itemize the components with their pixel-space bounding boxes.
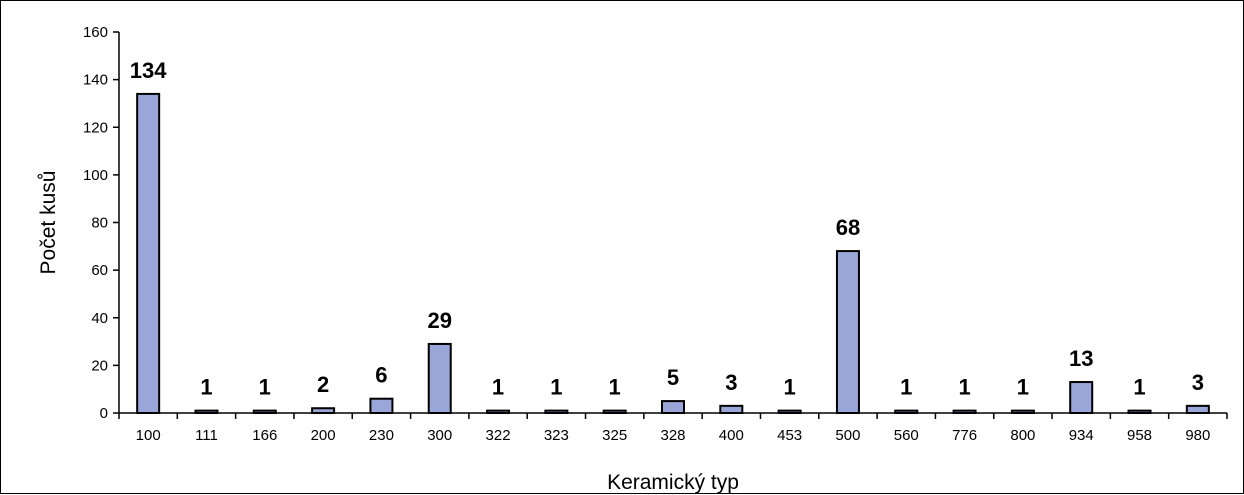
bar-328 xyxy=(661,400,685,414)
bar-300 xyxy=(427,342,452,415)
bar-453 xyxy=(777,409,802,414)
x-tick-label: 500 xyxy=(835,427,860,444)
y-tick-label: 40 xyxy=(91,310,108,327)
data-label: 5 xyxy=(667,365,679,390)
x-tick-label: 980 xyxy=(1185,427,1210,444)
x-tick-label: 100 xyxy=(136,427,161,444)
data-label: 3 xyxy=(725,370,737,395)
x-tick-label: 166 xyxy=(252,427,277,444)
data-label: 3 xyxy=(1192,370,1204,395)
y-axis-ticks: 0 20 40 60 80 100 120 140 160 xyxy=(83,24,119,422)
x-tick-label: 322 xyxy=(486,427,511,444)
bar-111 xyxy=(194,409,219,414)
data-label: 1 xyxy=(259,375,271,400)
bar-166 xyxy=(252,409,277,414)
y-tick-label: 100 xyxy=(83,167,108,184)
x-tick-label: 230 xyxy=(369,427,394,444)
bar-934 xyxy=(1069,381,1094,415)
x-tick-label: 325 xyxy=(602,427,627,444)
bar-322 xyxy=(486,409,511,414)
data-label: 1 xyxy=(900,375,912,400)
data-label: 6 xyxy=(375,363,387,388)
y-tick-label: 60 xyxy=(91,262,108,279)
bar-500 xyxy=(835,250,860,414)
x-tick-label: 776 xyxy=(952,427,977,444)
x-tick-label: 800 xyxy=(1010,427,1035,444)
bar-400 xyxy=(719,404,744,415)
y-tick-label: 160 xyxy=(83,24,108,41)
x-tick-label: 453 xyxy=(777,427,802,444)
x-tick-label: 200 xyxy=(311,427,336,444)
bar-800 xyxy=(1010,409,1035,414)
y-tick-label: 0 xyxy=(100,405,108,422)
y-tick-label: 140 xyxy=(83,72,108,89)
x-tick-label: 300 xyxy=(427,427,452,444)
x-tick-label: 560 xyxy=(894,427,919,444)
x-axis-ticks: 100 111 166 200 230 300 322 323 325 328 400 453 500 5… xyxy=(118,413,1228,444)
data-label: 1 xyxy=(609,375,621,400)
y-tick-label: 120 xyxy=(83,119,108,136)
y-axis-title: Počet kusů xyxy=(37,171,60,275)
data-label: 1 xyxy=(1017,375,1029,400)
bar-980 xyxy=(1185,404,1210,415)
data-label: 134 xyxy=(130,58,167,83)
x-tick-label: 400 xyxy=(719,427,744,444)
bar-958 xyxy=(1127,409,1152,414)
data-label: 1 xyxy=(200,375,212,400)
data-label: 1 xyxy=(550,375,562,400)
bar-325 xyxy=(602,409,627,414)
bar-200 xyxy=(311,407,336,414)
data-label: 29 xyxy=(427,308,451,333)
data-label: 13 xyxy=(1069,346,1093,371)
data-label: 2 xyxy=(317,372,329,397)
bar-100 xyxy=(136,92,161,414)
data-label: 1 xyxy=(784,375,796,400)
bar-323 xyxy=(544,409,569,414)
bars xyxy=(136,92,1210,415)
y-tick-label: 20 xyxy=(91,357,108,374)
data-label: 68 xyxy=(836,215,860,240)
x-axis-title: Keramický typ xyxy=(607,471,739,494)
y-tick-label: 80 xyxy=(91,215,108,232)
x-tick-label: 958 xyxy=(1127,427,1152,444)
bar-230 xyxy=(369,397,394,414)
bar-560 xyxy=(894,409,919,414)
data-label: 1 xyxy=(492,375,504,400)
bar-776 xyxy=(952,409,977,414)
data-label: 1 xyxy=(1133,375,1145,400)
x-tick-label: 328 xyxy=(660,427,685,444)
x-tick-label: 934 xyxy=(1069,427,1094,444)
data-label: 1 xyxy=(958,375,970,400)
x-tick-label: 323 xyxy=(544,427,569,444)
x-tick-label: 111 xyxy=(195,427,218,444)
